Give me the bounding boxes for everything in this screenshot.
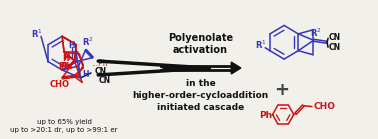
Text: R$^2$: R$^2$ <box>82 36 93 48</box>
Text: +: + <box>274 81 289 99</box>
Text: CN: CN <box>99 76 111 85</box>
Text: CHO: CHO <box>49 80 69 89</box>
Text: higher-order-cycloaddition: higher-order-cycloaddition <box>132 91 269 100</box>
Text: activation: activation <box>173 45 228 55</box>
Text: H: H <box>82 70 88 80</box>
Text: initiated cascade: initiated cascade <box>157 103 244 112</box>
Text: ...Ph: ...Ph <box>91 59 108 68</box>
Text: up to >20:1 dr, up to >99:1 er: up to >20:1 dr, up to >99:1 er <box>10 127 118 133</box>
Text: H: H <box>68 41 75 50</box>
Text: H: H <box>62 54 68 63</box>
Text: up to 65% yield: up to 65% yield <box>37 119 91 126</box>
Text: Ph: Ph <box>59 62 71 71</box>
Text: in the: in the <box>186 79 215 88</box>
Text: CN: CN <box>329 43 341 52</box>
Text: R$^1$: R$^1$ <box>31 27 43 40</box>
Text: R$^1$: R$^1$ <box>254 39 266 51</box>
Text: H: H <box>63 53 69 62</box>
Text: Polyenolate: Polyenolate <box>168 33 233 43</box>
Polygon shape <box>231 62 241 74</box>
Text: CN: CN <box>95 67 107 76</box>
Text: Ph: Ph <box>60 62 73 71</box>
Text: Ph: Ph <box>259 111 273 120</box>
Text: CHO: CHO <box>314 102 336 111</box>
Text: R$^2$: R$^2$ <box>310 26 321 39</box>
Text: CN: CN <box>329 33 341 42</box>
